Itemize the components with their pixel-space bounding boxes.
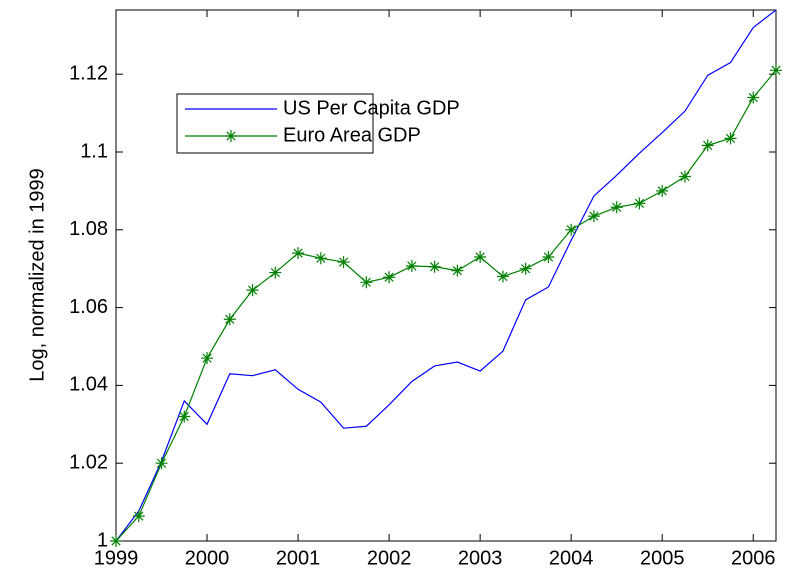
- marker: [496, 270, 509, 283]
- marker: [587, 210, 600, 223]
- marker: [201, 352, 214, 365]
- series-line: [115, 9, 777, 542]
- marker: [405, 259, 418, 272]
- y-tick-label: 1.06: [69, 296, 108, 318]
- marker: [656, 184, 669, 197]
- legend: US Per Capita GDP Euro Area GDP: [176, 93, 460, 154]
- legend-label: Euro Area GDP: [283, 124, 421, 146]
- marker: [451, 264, 464, 277]
- legend-box: [176, 93, 374, 154]
- y-tick-label: 1.04: [69, 374, 108, 396]
- y-tick-label: 1.12: [69, 62, 108, 84]
- series-line: [115, 69, 777, 542]
- marker: [770, 64, 782, 77]
- marker: [132, 510, 145, 523]
- y-tick-label: 1.08: [69, 218, 108, 240]
- y-tick-label: 1: [97, 529, 108, 551]
- marker: [383, 271, 396, 284]
- plot-area: [115, 9, 777, 542]
- marker: [269, 266, 282, 279]
- y-tick-label: 1.02: [69, 451, 108, 473]
- marker: [223, 313, 236, 326]
- marker: [747, 91, 760, 104]
- y-axis-label: Log, normalized in 1999: [26, 168, 48, 381]
- x-tick-label: 2001: [276, 547, 321, 569]
- marker: [155, 457, 168, 470]
- x-tick-label: 2006: [731, 547, 776, 569]
- marker: [360, 276, 373, 289]
- marker: [178, 410, 191, 423]
- x-tick-label: 2003: [458, 547, 503, 569]
- legend-label: US Per Capita GDP: [283, 97, 460, 119]
- marker: [678, 170, 691, 183]
- x-tick-label: 2005: [640, 547, 685, 569]
- marker: [337, 256, 350, 269]
- x-tick-label: 2002: [367, 547, 412, 569]
- marker: [542, 251, 555, 264]
- marker: [633, 197, 646, 210]
- marker: [701, 139, 714, 152]
- marker: [292, 247, 305, 260]
- marker: [428, 260, 441, 273]
- marker: [519, 262, 532, 275]
- marker: [474, 251, 487, 264]
- marker: [246, 284, 259, 297]
- marker: [110, 535, 122, 547]
- x-tick-label: 2000: [185, 547, 230, 569]
- marker: [565, 223, 578, 236]
- marker: [724, 132, 737, 145]
- legend-marker: [225, 130, 237, 142]
- x-tick-label: 1999: [94, 547, 139, 569]
- x-tick-label: 2004: [549, 547, 594, 569]
- marker: [314, 252, 327, 265]
- marker: [610, 201, 623, 214]
- y-tick-label: 1.1: [80, 140, 108, 162]
